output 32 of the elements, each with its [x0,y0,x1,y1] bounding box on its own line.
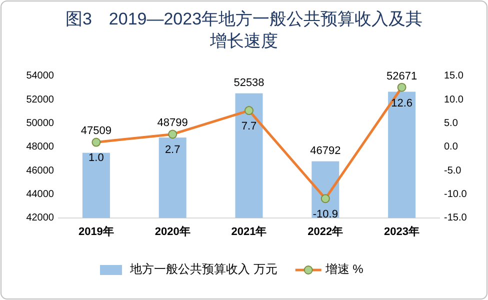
x-tick-label: 2021年 [231,224,267,238]
y2-tick-label: 5.0 [444,118,458,129]
y2-tick-label: -5.0 [444,165,462,176]
y-tick-label: 44000 [26,188,54,200]
legend-label: 增速 % [324,262,364,276]
y2-tick-label: -10.0 [444,188,468,200]
data-label: 52671 [386,70,418,82]
data-label: 12.6 [391,97,413,110]
y2-tick-label: 10.0 [444,94,464,106]
y-tick-label: 50000 [26,118,54,129]
y-tick-label: 52000 [26,94,54,106]
chart-title: 图3 2019—2023年地方一般公共预算收入及其增长速度 [65,9,423,50]
data-label: 2.7 [164,144,180,156]
data-label: 47509 [80,125,112,138]
y-tick-label: 46000 [26,165,54,176]
y-tick-label: 48000 [26,142,54,153]
data-label: 7.7 [241,120,257,132]
data-label: 52538 [234,77,264,90]
y2-tick-label: 0.0 [444,142,458,153]
x-tick-label: 2022年 [308,224,344,238]
data-label: 48799 [157,117,188,130]
y2-tick-label: -15.0 [444,212,468,224]
x-tick-label: 2023年 [384,224,420,238]
y-tick-label: 42000 [26,212,54,224]
y2-tick-label: 15.0 [444,70,464,82]
x-tick-label: 2020年 [154,224,190,238]
data-label: 46792 [310,145,341,158]
y-tick-label: 54000 [26,70,54,82]
x-tick-label: 2019年 [78,224,114,238]
data-label: -10.9 [312,208,338,220]
legend-label: 地方一般公共预算收入 万元 [129,262,278,276]
data-label: 1.0 [88,152,104,164]
